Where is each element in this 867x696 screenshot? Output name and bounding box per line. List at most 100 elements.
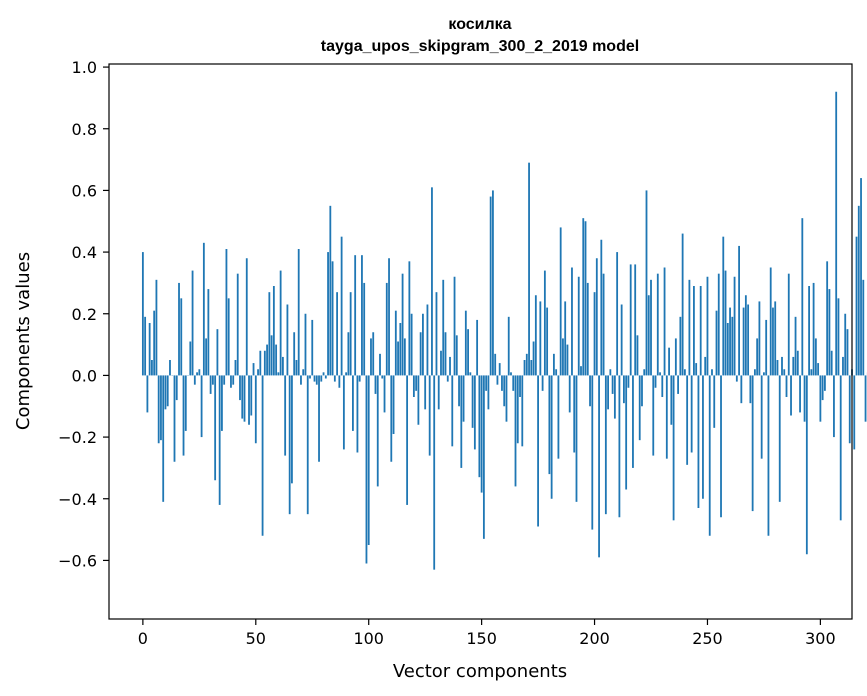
bar [408,261,411,376]
bar [166,375,169,407]
x-tick-label: 300 [805,629,836,648]
bar [175,375,178,401]
bar [318,375,320,462]
bar [706,276,709,376]
bar [519,375,521,397]
bar [521,375,524,447]
bar [342,375,345,450]
bar [392,375,395,434]
bar [641,375,643,407]
bar [221,375,223,431]
bar [650,279,652,376]
bar [717,273,720,376]
bar [609,369,612,376]
bar [370,338,372,376]
bar [367,375,370,545]
bar [803,375,806,422]
bar [580,366,582,376]
bar [652,375,655,456]
y-axis: −0.6 −0.4 −0.2 0.0 0.2 0.4 0.6 0.8 1.0 [58,58,109,570]
chart-subtitle: tayga_upos_skipgram_300_2_2019 model [321,38,639,55]
bar [313,375,316,382]
bar [799,375,801,413]
bar [505,375,508,422]
bar [218,375,221,505]
y-tick-label: 0.4 [72,243,97,262]
bar [381,375,384,379]
bar [604,375,607,515]
bar [528,162,530,376]
bar [679,316,682,376]
bar [704,356,707,376]
bar [589,375,591,407]
bar [304,313,307,376]
bar [842,356,844,376]
bar [234,360,237,376]
bar [541,375,544,391]
bar [819,375,822,422]
bar [638,375,641,441]
bar [740,375,743,404]
bar [492,190,494,376]
bar [821,375,824,401]
bar [401,273,404,376]
bar [534,295,537,376]
bar [713,375,716,428]
bar [607,375,609,410]
bar [415,375,418,391]
bar [555,369,558,376]
bar [412,375,415,397]
bar [586,282,589,376]
bar [571,267,573,376]
bar [354,255,357,376]
bar [616,252,619,376]
bar [598,375,600,558]
bar [634,264,637,376]
bar [449,356,451,376]
bar [266,344,268,376]
bar [160,375,162,441]
bar [144,316,147,376]
bar [695,363,698,376]
bar [785,375,788,397]
bar [451,375,454,447]
bar [361,255,363,376]
bar [670,375,673,425]
bar [837,298,840,376]
bar [245,258,248,376]
bar [257,369,259,376]
x-tick-label: 150 [466,629,497,648]
y-tick-label: −0.2 [58,428,97,447]
bar [153,310,156,376]
bar [814,338,817,376]
bar [848,375,851,444]
bar [733,276,736,376]
bar [778,375,781,502]
bar [496,375,499,385]
bar [711,369,713,376]
bar [557,375,560,459]
bar [261,375,264,536]
bar [397,341,399,376]
bar [593,292,596,376]
bar [340,236,343,376]
bar [747,304,750,376]
bar [862,279,865,376]
bar [295,360,298,376]
bar [790,375,792,416]
bar [860,178,862,376]
bar [801,218,804,376]
bar [284,375,287,456]
bar [372,332,375,376]
bar [358,375,361,382]
y-tick-label: −0.4 [58,490,97,509]
bar [620,304,623,376]
y-tick-label: 0.6 [72,181,97,200]
bar [702,375,704,499]
bar [857,205,860,376]
bar [668,347,670,376]
bar [173,375,176,462]
bar [151,360,153,376]
bar [435,292,438,376]
bar [254,375,257,444]
